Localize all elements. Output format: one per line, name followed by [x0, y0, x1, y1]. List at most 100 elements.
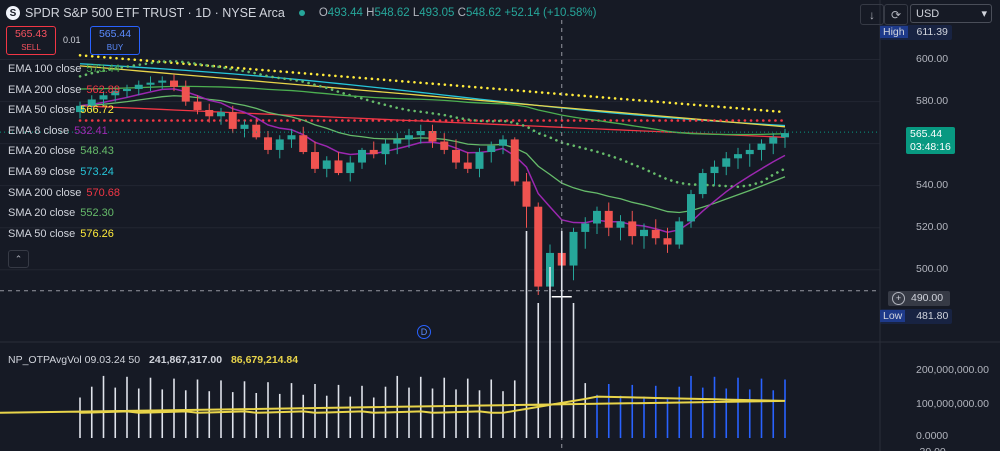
volume-tick-label: 200,000,000.00	[916, 364, 989, 376]
candle-body	[181, 86, 190, 102]
legend-item[interactable]: EMA 200 close 562.89	[8, 84, 120, 96]
legend-name: EMA 89 close	[8, 166, 76, 178]
sell-button[interactable]: 565.43 SELL	[6, 26, 56, 55]
candle-body	[170, 80, 178, 87]
sell-price: 565.43	[14, 28, 48, 40]
candle-body	[534, 206, 543, 287]
legend-value: 532.41	[74, 124, 108, 137]
low-value: 481.80	[916, 310, 949, 322]
last-price-tag: 565.44 03:48:16	[906, 127, 955, 154]
plus-circle-icon[interactable]: +	[892, 292, 905, 305]
candle-body	[381, 143, 390, 155]
legend-item[interactable]: EMA 20 close 548.43	[8, 145, 114, 157]
legend-name: EMA 50 close	[8, 104, 76, 117]
candle-body	[287, 135, 296, 140]
collapse-legend-icon[interactable]: ⌃	[8, 250, 29, 268]
legend-value: 548.43	[80, 145, 114, 158]
legend-name: SMA 50 close	[8, 227, 76, 240]
crosshair-price: 490.00	[911, 292, 944, 304]
candle-body	[628, 221, 637, 237]
candle-body	[299, 135, 308, 153]
legend-value: 562.89	[86, 83, 121, 96]
volume-average: 86,679,214.84	[230, 354, 299, 366]
high-label: High	[880, 26, 908, 38]
price-tick-label: 500.00	[916, 262, 949, 275]
buy-button[interactable]: 565.44 BUY	[90, 26, 140, 55]
candle-body	[640, 229, 648, 237]
candle-body	[475, 152, 484, 169]
candle-body	[734, 154, 742, 159]
candle-body	[663, 238, 672, 245]
legend-item[interactable]: EMA 100 close 573.44	[8, 63, 120, 75]
symbol-header: S SPDR S&P 500 ETF TRUST · 1D · NYSE Arc…	[6, 4, 596, 22]
sma-50-line	[78, 54, 787, 114]
symbol-title[interactable]: SPDR S&P 500 ETF TRUST · 1D · NYSE Arca	[25, 6, 285, 20]
legend-value: 566.72	[80, 104, 114, 117]
candle-body	[428, 131, 437, 142]
candle-body	[499, 139, 507, 146]
high-tag: High 611.39	[880, 25, 952, 40]
currency-select[interactable]: USD ▾	[910, 4, 992, 23]
price-tick-label: 580.00	[916, 94, 949, 107]
legend-name: SMA 20 close	[8, 207, 76, 220]
candle-body	[651, 229, 660, 239]
candle-body	[722, 158, 731, 167]
high-value: 611.39	[916, 26, 948, 38]
sync-icon[interactable]: ⟳	[884, 4, 908, 25]
price-tick-label: 540.00	[916, 178, 949, 191]
legend-item[interactable]: EMA 8 close 532.41	[8, 125, 108, 137]
legend-item[interactable]: EMA 89 close 573.24	[8, 166, 114, 178]
candle-body	[123, 88, 131, 92]
candle-body	[569, 231, 578, 266]
ema-50-line	[79, 65, 786, 128]
candle-body	[710, 166, 719, 174]
price-tick-label: 600.00	[916, 52, 949, 65]
sell-label: SELL	[21, 43, 41, 52]
candle-body	[134, 84, 143, 89]
legend-value: 573.44	[86, 63, 121, 75]
buy-label: BUY	[106, 43, 124, 52]
legend-item[interactable]: SMA 20 close 552.30	[8, 207, 114, 219]
legend-item[interactable]: SMA 200 close 570.68	[8, 187, 120, 199]
candle-body	[334, 160, 343, 174]
candle-body	[346, 162, 355, 174]
candle-body	[158, 80, 167, 83]
legend-value: 570.68	[86, 186, 121, 199]
candle-body	[217, 112, 225, 117]
candle-body	[311, 152, 319, 169]
legend-item[interactable]: SMA 50 close 576.26	[8, 228, 114, 240]
candle-body	[228, 112, 237, 129]
candle-body	[240, 124, 249, 129]
candle-body	[593, 210, 601, 224]
candle-body	[205, 109, 214, 117]
legend-name: EMA 8 close	[8, 124, 70, 137]
candle-body	[76, 105, 84, 113]
candle-body	[510, 139, 519, 182]
dividend-marker[interactable]: D	[417, 325, 431, 339]
buy-price: 565.44	[98, 28, 132, 40]
price-tick-label: 520.00	[916, 220, 949, 233]
market-status-icon	[298, 10, 305, 16]
candle-body	[616, 221, 625, 228]
volume-value: 241,867,317.00	[149, 354, 223, 366]
legend-item[interactable]: EMA 50 close 566.72	[8, 104, 114, 116]
candle-body	[440, 141, 449, 150]
candle-body	[698, 173, 707, 195]
legend-value: 573.24	[80, 166, 114, 178]
volume-indicator-name: NP_OTPAvgVol 09.03.24 50	[8, 354, 141, 366]
arrow-down-icon[interactable]: ↓	[860, 4, 884, 25]
candle-body	[99, 95, 108, 100]
countdown: 03:48:16	[910, 141, 951, 153]
candle-body	[581, 223, 590, 232]
candle-body	[522, 181, 531, 207]
legend-value: 576.26	[80, 227, 114, 240]
volume-legend: NP_OTPAvgVol 09.03.24 50 241,867,317.00 …	[8, 354, 298, 366]
legend-name: EMA 20 close	[8, 145, 76, 158]
ema-89-line	[79, 63, 786, 127]
symbol-logo-icon: S	[6, 6, 20, 20]
sma-20-line	[78, 59, 787, 189]
legend-name: EMA 100 close	[8, 63, 82, 75]
candle-body	[193, 101, 202, 110]
